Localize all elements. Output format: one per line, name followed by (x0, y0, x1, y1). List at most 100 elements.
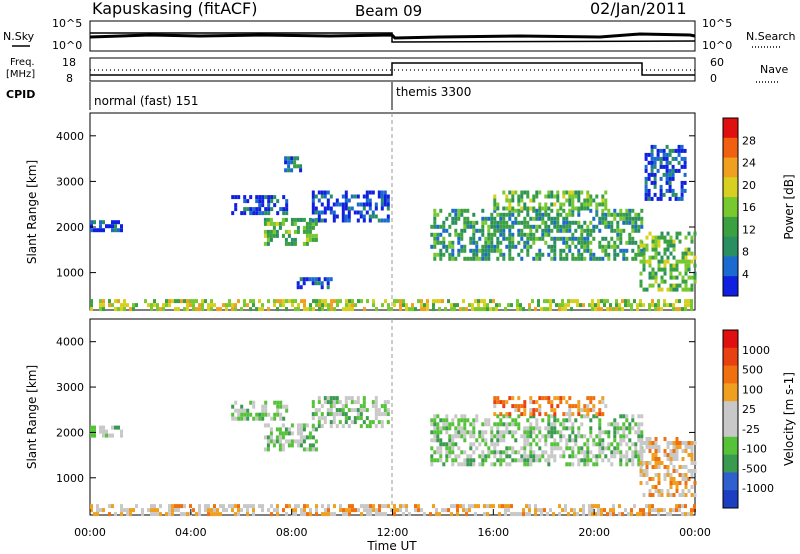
power-cell (450, 307, 453, 312)
velocity-cell (622, 434, 626, 439)
velocity-cell (445, 414, 449, 419)
power-cell (544, 194, 548, 199)
power-cell (320, 210, 324, 215)
power-cell (558, 307, 561, 312)
velocity-cell (669, 441, 673, 445)
power-cell (320, 194, 324, 199)
velocity-cell (604, 404, 608, 409)
power-cell (335, 198, 339, 203)
power-cell (644, 156, 648, 161)
power-cell (496, 244, 500, 249)
power-cell (341, 210, 345, 215)
power-cell (568, 224, 572, 229)
velocity-cell (261, 504, 264, 509)
power-cell (650, 172, 654, 177)
velocity-cell (357, 508, 360, 513)
power-cell (565, 252, 569, 257)
power-cell (674, 156, 678, 161)
velocity-colorbar-label: Velocity [m s-1] (782, 372, 796, 466)
velocity-cell (290, 439, 294, 444)
power-cell (651, 303, 654, 308)
power-cell (258, 207, 262, 212)
velocity-cell (490, 462, 494, 467)
velocity-cell (276, 400, 280, 405)
velocity-cell (213, 508, 216, 513)
power-cell (586, 248, 590, 253)
velocity-cell (654, 485, 658, 489)
power-cell (674, 196, 678, 201)
velocity-cell (678, 481, 682, 485)
velocity-cell (591, 508, 594, 513)
velocity-cell (159, 512, 162, 517)
velocity-cell (583, 454, 587, 459)
velocity-cell (672, 449, 676, 453)
velocity-cell (445, 422, 449, 427)
power-cell (356, 194, 360, 199)
velocity-cell (365, 424, 369, 429)
power-cell (672, 275, 676, 280)
velocity-cell (454, 454, 458, 459)
velocity-cell (300, 512, 303, 517)
power-cell (562, 208, 566, 213)
power-cell (642, 259, 646, 264)
velocity-cell (320, 424, 324, 429)
velocity-cell (529, 454, 533, 459)
velocity-cell (535, 458, 539, 463)
velocity-cell (514, 404, 518, 409)
velocity-cell (565, 400, 569, 405)
velocity-cell (439, 438, 443, 443)
velocity-cell (299, 423, 303, 428)
power-cell (586, 236, 590, 241)
velocity-cell (374, 412, 378, 417)
velocity-cell (356, 412, 360, 417)
power-cell (656, 168, 660, 173)
power-cell (120, 224, 123, 229)
velocity-cell (562, 412, 566, 417)
power-cell (668, 196, 672, 201)
power-cell (687, 303, 690, 308)
power-cell (508, 216, 512, 221)
power-cell (642, 263, 646, 268)
power-cell (320, 285, 324, 290)
velocity-cell (592, 442, 596, 447)
power-cell (619, 208, 623, 213)
velocity-cell (368, 424, 372, 429)
power-cell (568, 190, 572, 195)
power-cell (493, 228, 497, 233)
power-cell (249, 211, 253, 216)
velocity-cell (294, 508, 297, 513)
velocity-cell (475, 446, 479, 451)
power-cell (543, 299, 546, 304)
velocity-cell (657, 461, 661, 465)
power-cell (284, 160, 288, 165)
power-cell (531, 299, 534, 304)
velocity-cell (463, 422, 467, 427)
velocity-cell (234, 400, 238, 405)
power-cell (487, 244, 491, 249)
power-cell (519, 307, 522, 312)
power-cell (672, 239, 676, 244)
power-cell (669, 271, 673, 276)
power-cell (559, 202, 563, 207)
power-cell (454, 212, 458, 217)
velocity-cell (598, 454, 602, 459)
power-cell (341, 218, 345, 223)
velocity-cell (553, 446, 557, 451)
velocity-cell (448, 426, 452, 431)
velocity-cell (675, 481, 679, 485)
velocity-cell (654, 465, 658, 469)
velocity-cell (568, 426, 572, 431)
velocity-cell (285, 512, 288, 517)
power-cell (507, 303, 510, 308)
power-cell (374, 214, 378, 219)
power-cell (517, 194, 521, 199)
velocity-cell (433, 418, 437, 423)
power-cell (351, 303, 354, 308)
power-cell (613, 240, 617, 245)
velocity-cell (353, 408, 357, 413)
power-cell (613, 208, 617, 213)
power-cell (126, 303, 129, 308)
power-cell (586, 232, 590, 237)
power-cell (460, 232, 464, 237)
velocity-cell (538, 408, 542, 413)
